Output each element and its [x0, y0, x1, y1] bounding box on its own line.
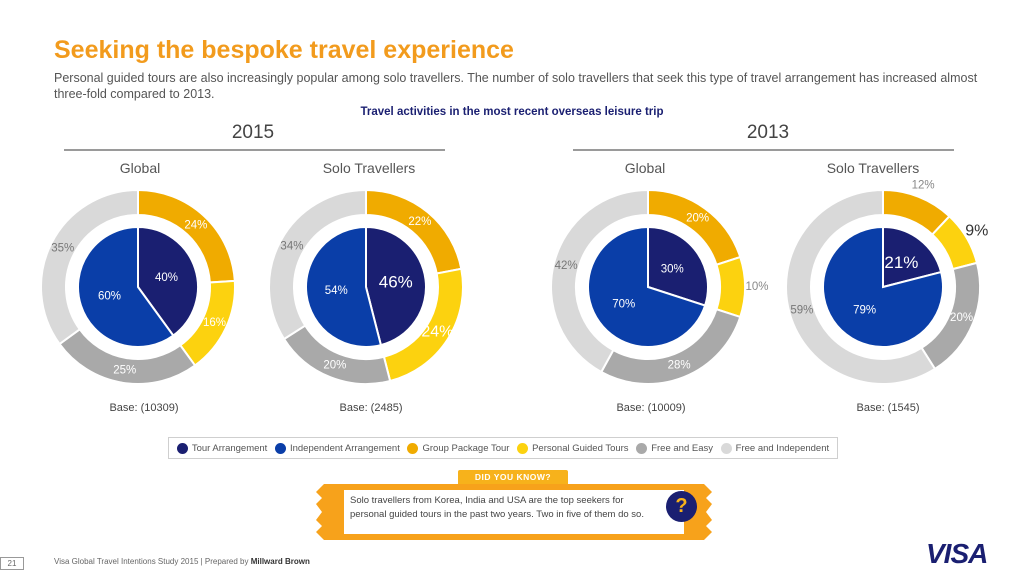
pie-label-tour-arrangement-global-2013: 30%: [661, 263, 684, 275]
pie-label-independent-arrangement-solo-travellers-2015: 54%: [325, 285, 348, 297]
ring-slice-personal-guided-tours-global-2013: [715, 255, 746, 319]
chart-legend: Tour Arrangement Independent Arrangement…: [168, 437, 838, 459]
footer-text: Visa Global Travel Intentions Study 2015…: [54, 557, 310, 566]
ring-label-free-and-independent-solo-travellers-2013: 59%: [790, 305, 813, 317]
page-subtitle: Personal guided tours are also increasin…: [54, 71, 978, 101]
base-global-2015: Base: (10309): [109, 402, 179, 414]
base-global-2013: Base: (10009): [616, 402, 686, 414]
ring-label-free-and-independent-solo-travellers-2015: 34%: [280, 240, 303, 252]
pie-label-independent-arrangement-solo-travellers-2013: 79%: [853, 305, 876, 317]
legend-label: Group Package Tour: [422, 442, 510, 454]
year-divider-2015: [64, 149, 445, 151]
base-solo-2013: Base: (1545): [856, 402, 920, 414]
legend-label: Personal Guided Tours: [532, 442, 629, 454]
ring-label-group-package-tour-solo-travellers-2015: 22%: [408, 216, 431, 228]
ring-label-personal-guided-tours-global-2013: 10%: [745, 281, 768, 293]
ring-label-group-package-tour-global-2015: 24%: [184, 219, 207, 231]
ring-label-group-package-tour-solo-travellers-2013: 12%: [912, 180, 935, 192]
legend-label: Free and Easy: [651, 442, 713, 454]
ring-label-free-and-independent-global-2015: 35%: [51, 243, 74, 255]
pie-label-independent-arrangement-global-2015: 60%: [98, 290, 121, 302]
pie-label-global-2013: Global: [624, 160, 666, 176]
legend-label: Tour Arrangement: [191, 442, 268, 454]
ring-slice-free-and-independent-solo-travellers-2013: [785, 188, 937, 385]
ring-label-free-and-easy-solo-travellers-2015: 20%: [323, 360, 346, 372]
pie-label-solo-2013: Solo Travellers: [826, 160, 920, 176]
legend-label: Independent Arrangement: [289, 442, 400, 454]
page-title: Seeking the bespoke travel experience: [54, 36, 514, 64]
pie-label-tour-arrangement-global-2015: 40%: [155, 272, 178, 284]
pie-slice-tour-arrangement-solo-travellers-2015: [365, 225, 427, 347]
pie-label-tour-arrangement-solo-travellers-2015: 46%: [379, 273, 413, 292]
legend-swatch: [274, 442, 286, 454]
pie-label-tour-arrangement-solo-travellers-2013: 21%: [884, 253, 918, 272]
pie-slice-independent-arrangement-solo-travellers-2013: [822, 225, 944, 348]
ring-slice-free-and-independent-solo-travellers-2015: [268, 188, 367, 341]
did-you-know-text: Solo travellers from Korea, India and US…: [350, 495, 644, 520]
base-solo-2015: Base: (2485): [339, 402, 403, 414]
legend-swatch: [636, 442, 648, 454]
page-number: 21: [0, 557, 24, 570]
pie-slice-tour-arrangement-global-2015: [137, 225, 199, 337]
visa-logo: VISA: [926, 538, 988, 569]
legend-swatch: [407, 442, 419, 454]
legend-item: Group Package Tour: [407, 442, 510, 454]
legend-label: Free and Independent: [735, 442, 830, 454]
year-heading-2015: 2015: [231, 122, 275, 143]
ring-label-free-and-easy-global-2015: 25%: [113, 364, 136, 376]
legend-item: Free and Independent: [720, 442, 830, 454]
pie-slice-independent-arrangement-solo-travellers-2015: [305, 225, 383, 348]
pie-label-solo-2015: Solo Travellers: [322, 160, 416, 176]
ring-slice-free-and-independent-global-2015: [40, 188, 139, 346]
ring-slice-free-and-independent-global-2013: [550, 188, 649, 374]
ring-label-personal-guided-tours-solo-travellers-2013: 9%: [965, 223, 988, 240]
pie-slice-independent-arrangement-global-2013: [587, 225, 707, 348]
ring-label-free-and-easy-global-2013: 28%: [668, 360, 691, 372]
pie-slice-independent-arrangement-global-2015: [77, 225, 175, 348]
pie-slice-tour-arrangement-global-2013: [647, 225, 709, 307]
legend-swatch: [176, 442, 188, 454]
chart-title: Travel activities in the most recent ove…: [360, 106, 664, 118]
pie-slice-tour-arrangement-solo-travellers-2013: [882, 225, 943, 289]
ring-label-free-and-independent-global-2013: 42%: [555, 260, 578, 272]
year-heading-2013: 2013: [746, 122, 790, 143]
did-you-know-ticket: [316, 484, 712, 540]
footer-company: Millward Brown: [250, 557, 310, 566]
legend-item: Independent Arrangement: [274, 442, 400, 454]
legend-item: Free and Easy: [636, 442, 713, 454]
legend-item: Tour Arrangement: [176, 442, 268, 454]
footer-caption: Visa Global Travel Intentions Study 2015…: [54, 557, 251, 566]
pie-label-global-2015: Global: [119, 160, 161, 176]
did-you-know-label: DID YOU KNOW?: [458, 470, 568, 484]
legend-item: Personal Guided Tours: [517, 442, 629, 454]
pie-label-independent-arrangement-global-2013: 70%: [612, 299, 635, 311]
legend-swatch: [517, 442, 529, 454]
ring-label-free-and-easy-solo-travellers-2013: 20%: [950, 312, 973, 324]
ring-label-personal-guided-tours-global-2015: 16%: [203, 317, 226, 329]
ring-label-personal-guided-tours-solo-travellers-2015: 24%: [421, 323, 453, 340]
legend-swatch: [720, 442, 732, 454]
ring-label-group-package-tour-global-2013: 20%: [686, 213, 709, 225]
question-icon: ?: [666, 491, 697, 522]
year-divider-2013: [573, 149, 954, 151]
